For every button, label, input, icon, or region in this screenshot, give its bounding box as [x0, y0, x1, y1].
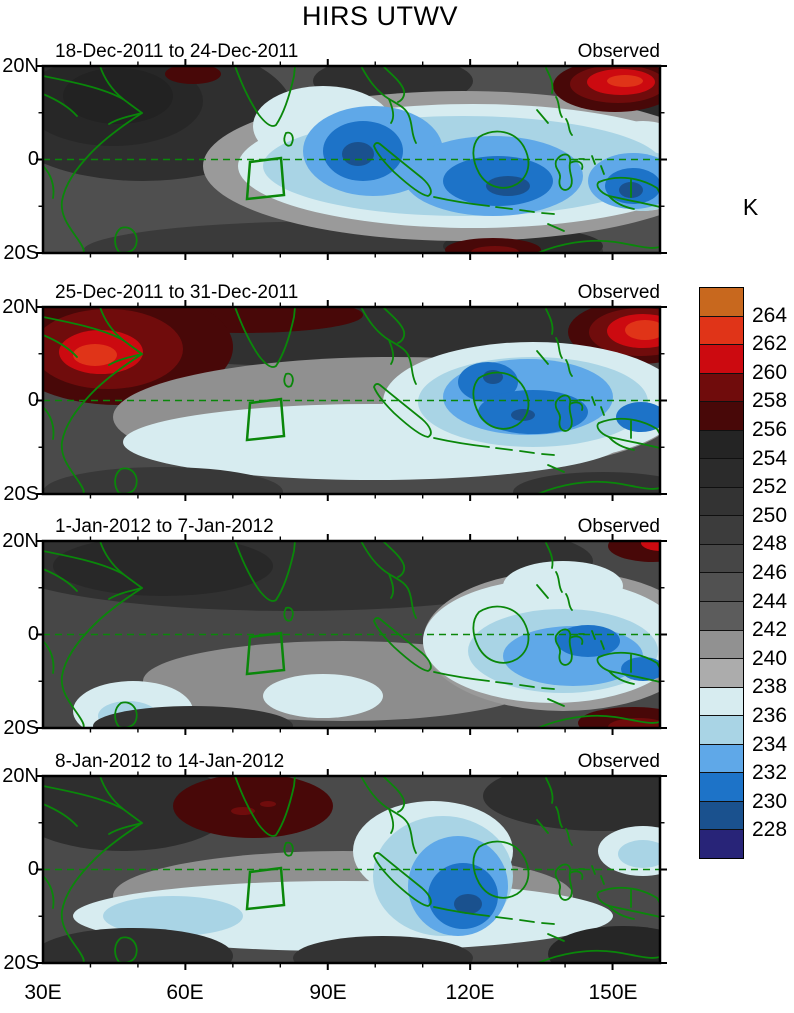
panel3-ylabel-0: 0: [27, 623, 39, 645]
panel2-map: [36, 300, 667, 501]
panel2-ylabel-20s: 20S: [3, 483, 39, 505]
panel-week1: 18-Dec-2011 to 24-Dec-2011 Observed 20N …: [0, 41, 794, 264]
panel4-ylabel-0: 0: [27, 858, 39, 880]
x-tick-30e: 30E: [24, 981, 62, 1004]
x-tick-90e: 90E: [309, 981, 347, 1004]
panel3-ylabel-20n: 20N: [2, 530, 39, 552]
colorbar: [699, 287, 744, 859]
panel4-ylabel-20s: 20S: [3, 952, 39, 974]
panel2-source-label: Observed: [577, 282, 660, 303]
x-tick-60e: 60E: [166, 981, 204, 1004]
panel3-map: [36, 534, 667, 735]
panel4-source-label: Observed: [577, 751, 660, 772]
panel1-map: [36, 59, 667, 260]
panel1-source-label: Observed: [577, 41, 660, 62]
panel4-ylabel-20n: 20N: [2, 765, 39, 787]
panel1-date-range: 18-Dec-2011 to 24-Dec-2011: [55, 41, 299, 62]
panel2-ylabel-0: 0: [27, 389, 39, 411]
panel3-source-label: Observed: [577, 516, 660, 537]
panel-week3: 1-Jan-2012 to 7-Jan-2012 Observed 20N 0 …: [0, 516, 794, 739]
colorbar-unit-label: K: [742, 194, 759, 220]
panel-week2: 25-Dec-2011 to 31-Dec-2011 Observed 20N …: [0, 282, 794, 505]
panel2-date-range: 25-Dec-2011 to 31-Dec-2011: [55, 282, 299, 303]
panel-week4: 8-Jan-2012 to 14-Jan-2012 Observed 20N 0…: [0, 751, 794, 974]
panel4-date-range: 8-Jan-2012 to 14-Jan-2012: [55, 751, 285, 772]
panel1-ylabel-0: 0: [27, 148, 39, 170]
colorbar-labels: 264 262 260 258 256 254 252 250 248 246 244 242 240 2…: [752, 303, 788, 842]
x-tick-120e: 120E: [445, 981, 495, 1004]
panel3-date-range: 1-Jan-2012 to 7-Jan-2012: [55, 516, 274, 537]
panel1-ylabel-20s: 20S: [3, 242, 39, 264]
panel4-map: [36, 769, 667, 970]
panel1-ylabel-20n: 20N: [2, 55, 39, 77]
panel3-ylabel-20s: 20S: [3, 717, 39, 739]
x-tick-150e: 150E: [588, 981, 638, 1004]
panel2-ylabel-20n: 20N: [2, 296, 39, 318]
page-title: HIRS UTWV: [302, 1, 458, 31]
